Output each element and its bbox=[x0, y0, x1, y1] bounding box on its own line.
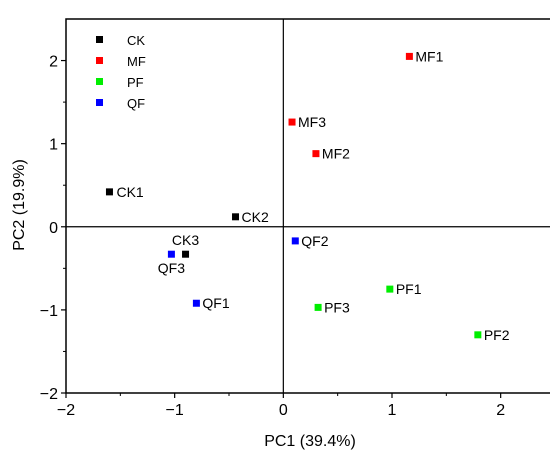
plot-frame bbox=[65, 18, 550, 394]
data-point-qf2 bbox=[291, 237, 299, 245]
point-label-pf3: PF3 bbox=[324, 299, 350, 315]
y-tick-label: 1 bbox=[49, 137, 58, 154]
point-label-mf1: MF1 bbox=[415, 48, 443, 64]
data-point-pf1 bbox=[386, 285, 394, 293]
point-label-qf2: QF2 bbox=[301, 233, 328, 249]
series-pf: PF1 PF3 PF2 bbox=[314, 281, 510, 343]
legend-marker-pf bbox=[96, 78, 103, 85]
series-ck: CK1 CK2 CK3 bbox=[105, 184, 269, 258]
point-label-ck3: CK3 bbox=[172, 232, 199, 248]
y-tick-label: −1 bbox=[40, 303, 58, 320]
data-point-qf1 bbox=[192, 299, 200, 307]
data-point-qf3 bbox=[167, 250, 175, 258]
y-tick-label: −2 bbox=[40, 386, 58, 403]
data-point-mf2 bbox=[312, 150, 320, 158]
axis-ticks: −2 −1 0 1 2 −2 −1 0 1 2 bbox=[40, 54, 505, 419]
point-label-qf3: QF3 bbox=[158, 260, 185, 276]
point-label-pf2: PF2 bbox=[484, 327, 510, 343]
data-point-mf1 bbox=[405, 52, 413, 60]
data-point-pf2 bbox=[474, 331, 482, 339]
legend: CK MF PF QF bbox=[96, 33, 146, 111]
y-tick-label: 0 bbox=[49, 220, 58, 237]
point-label-ck1: CK1 bbox=[116, 184, 143, 200]
y-tick-label: 2 bbox=[49, 54, 58, 71]
legend-label-pf: PF bbox=[127, 75, 144, 90]
legend-label-mf: MF bbox=[127, 54, 146, 69]
series-mf: MF1 MF3 MF2 bbox=[288, 48, 444, 162]
legend-marker-qf bbox=[96, 99, 103, 106]
x-tick-label: 1 bbox=[388, 402, 397, 419]
x-tick-label: −1 bbox=[166, 402, 184, 419]
point-label-pf1: PF1 bbox=[396, 281, 422, 297]
x-tick-label: 0 bbox=[279, 402, 288, 419]
data-series: CK1 CK2 CK3 MF1 MF3 MF2 PF1 PF3 PF2 QF2 QF3 QF1 bbox=[105, 48, 510, 343]
data-point-pf3 bbox=[314, 303, 322, 311]
x-tick-label: 2 bbox=[496, 402, 505, 419]
plot-area bbox=[65, 18, 550, 394]
data-point-ck3 bbox=[182, 250, 190, 258]
legend-marker-mf bbox=[96, 57, 103, 64]
point-label-ck2: CK2 bbox=[242, 209, 269, 225]
point-label-qf1: QF1 bbox=[202, 295, 229, 311]
point-label-mf2: MF2 bbox=[322, 146, 350, 162]
x-axis-title: PC1 (39.4%) bbox=[264, 433, 356, 450]
point-label-mf3: MF3 bbox=[298, 114, 326, 130]
data-point-ck1 bbox=[105, 188, 113, 196]
series-qf: QF2 QF3 QF1 bbox=[158, 233, 329, 311]
legend-label-ck: CK bbox=[127, 33, 145, 48]
zero-lines bbox=[66, 19, 550, 393]
data-point-ck2 bbox=[232, 213, 240, 221]
data-point-mf3 bbox=[288, 118, 296, 126]
x-tick-label: −2 bbox=[57, 402, 75, 419]
legend-marker-ck bbox=[96, 36, 103, 43]
y-axis-title: PC2 (19.9%) bbox=[11, 159, 28, 251]
legend-label-qf: QF bbox=[127, 96, 145, 111]
